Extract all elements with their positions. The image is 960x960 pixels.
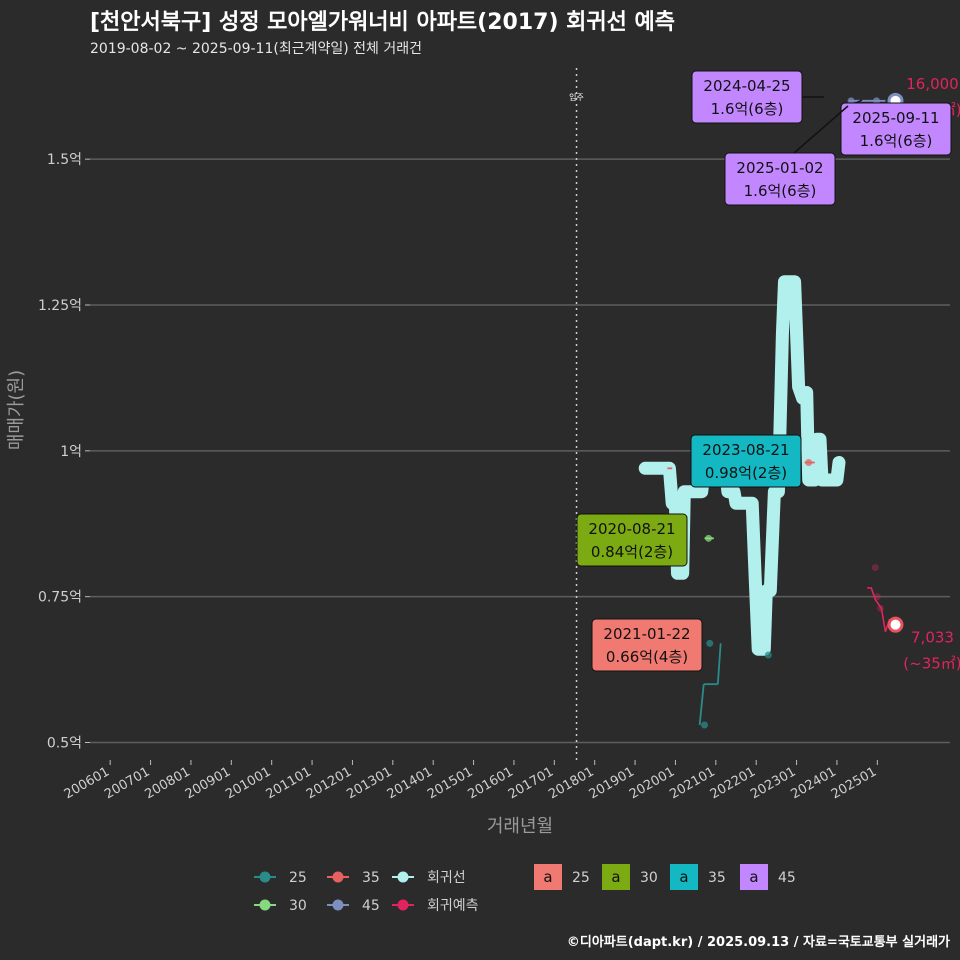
legend-key-glyph: a: [749, 868, 758, 886]
legend-label: 45: [362, 898, 380, 914]
legend-label: 30: [289, 898, 307, 914]
series-point-25: [764, 651, 772, 659]
x-tick-label: 201701: [506, 764, 556, 802]
x-tick-label: 201201: [304, 764, 354, 802]
prediction-end-marker: [887, 616, 904, 633]
x-tick-label: 202101: [667, 764, 717, 802]
callout-box: [691, 70, 803, 124]
legend-key-dot: [397, 871, 409, 883]
x-tick-label: 200701: [102, 764, 152, 802]
series-line-25: [716, 643, 722, 685]
legend-key-dot: [397, 899, 409, 911]
callout-box: [840, 102, 952, 156]
callout-leader: [785, 105, 849, 161]
x-tick-label: 200601: [62, 764, 112, 802]
callout-box: [576, 513, 688, 567]
x-tick-label: 202401: [788, 764, 838, 802]
x-tick-label: 201301: [344, 764, 394, 802]
y-tick-label: 0.5억: [47, 736, 82, 752]
x-tick-label: 201901: [587, 764, 637, 802]
x-tick-label: 201601: [465, 764, 515, 802]
callout-price: 0.66억(4층): [606, 648, 688, 666]
move-in-label: 입주: [569, 93, 584, 102]
legend-key-glyph: a: [543, 868, 552, 886]
x-tick-label: 201801: [546, 764, 596, 802]
chart-subtitle: 2019-08-02 ~ 2025-09-11(최근계약일) 전체 거래건: [90, 41, 422, 57]
legend-key-box: [602, 864, 630, 890]
end-value-label: 16,000: [906, 75, 959, 93]
legend-label: 35: [362, 870, 380, 886]
callout-date: 2024-04-25: [703, 77, 790, 95]
legend-key-glyph: a: [611, 868, 620, 886]
legend-key-dot: [259, 871, 271, 883]
regression-line: [638, 275, 846, 656]
y-tick-label: 0.75억: [38, 590, 82, 606]
x-tick-label: 202001: [627, 764, 677, 802]
legend-key-glyph: a: [679, 868, 688, 886]
footer-credit: ©디아파트(dapt.kr) / 2025.09.13 / 자료=국토교통부 실…: [566, 935, 950, 950]
legend-key-box: [534, 864, 562, 890]
legend-key-dot: [332, 899, 344, 911]
x-tick-label: 200801: [142, 764, 192, 802]
callout-box: [724, 152, 836, 206]
series-point-30: [705, 534, 713, 542]
legend-label: 회귀선: [427, 870, 466, 886]
callout-price: 0.84억(2층): [591, 543, 673, 561]
callout-date: 2025-09-11: [852, 109, 939, 127]
callout-box: [690, 434, 802, 488]
callout-date: 2020-08-21: [588, 520, 675, 538]
legend-label: 35: [708, 870, 726, 886]
x-tick-label: 202201: [708, 764, 758, 802]
y-tick-label: 1.5억: [47, 152, 82, 168]
y-tick-label: 1억: [60, 444, 82, 460]
callout-price: 1.6억(6층): [744, 182, 817, 200]
x-tick-label: 201001: [223, 764, 273, 802]
callout-date: 2025-01-02: [736, 159, 823, 177]
legend-label: 회귀예측: [427, 898, 479, 914]
x-tick-label: 202501: [829, 764, 879, 802]
series-point-25: [706, 639, 714, 647]
prediction-point: [877, 604, 885, 612]
legend-key-box: [740, 864, 768, 890]
legend-label: 25: [572, 870, 590, 886]
prediction-point: [873, 593, 881, 601]
series-point-25: [701, 721, 709, 729]
legend-label: 25: [289, 870, 307, 886]
callout-price: 0.98억(2층): [705, 464, 787, 482]
y-axis-title: 매매가(원): [6, 370, 27, 450]
x-tick-label: 201101: [264, 764, 314, 802]
x-tick-label: 201401: [385, 764, 435, 802]
x-axis-title: 거래년월: [487, 816, 553, 837]
legend-label: 45: [778, 870, 796, 886]
callout-price: 1.6억(6층): [860, 132, 933, 150]
legend-key-dot: [332, 871, 344, 883]
end-value-label: 7,033: [911, 629, 954, 647]
prediction-point: [871, 564, 879, 571]
x-tick-label: 201501: [425, 764, 475, 802]
legend-key-dot: [259, 899, 271, 911]
callout-date: 2023-08-21: [702, 441, 789, 459]
x-tick-label: 200901: [183, 764, 233, 802]
legend-key-box: [670, 864, 698, 890]
callout-price: 1.6억(6층): [711, 100, 784, 118]
callout-date: 2021-01-22: [603, 625, 690, 643]
y-tick-label: 1.25억: [38, 298, 82, 314]
callout-box: [591, 618, 703, 672]
series-line-25: [698, 684, 705, 726]
x-tick-label: 202301: [748, 764, 798, 802]
series-point-35: [805, 459, 813, 466]
chart-title: [천안서북구] 성정 모아엘가워너비 아파트(2017) 회귀선 예측: [90, 10, 676, 35]
end-value-sublabel: (~35㎡): [903, 655, 960, 673]
legend-label: 30: [640, 870, 658, 886]
